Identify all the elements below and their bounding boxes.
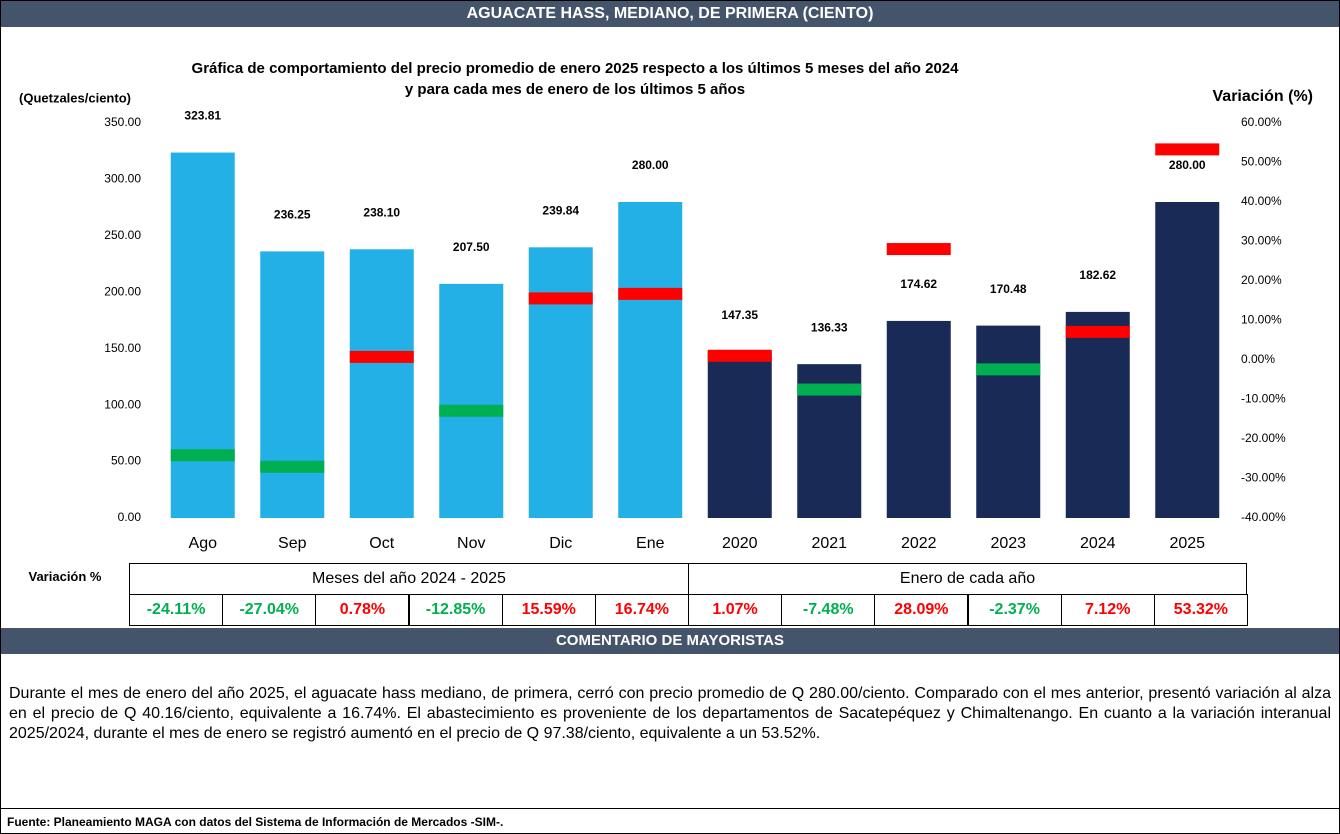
variation-marker [618, 287, 683, 300]
comments-text: Durante el mes de enero del año 2025, el… [9, 685, 1331, 742]
variation-cell: -2.37% [967, 594, 1062, 626]
y-tick-label: 100.00 [104, 397, 141, 411]
data-label: 238.10 [363, 205, 400, 219]
variation-cell: -27.04% [222, 594, 317, 626]
y2-tick-label: -10.00% [1241, 392, 1286, 406]
variation-cell: -12.85% [408, 594, 503, 626]
variation-cell: -24.11% [129, 594, 224, 626]
variation-cell: 28.09% [874, 594, 969, 626]
bar [1155, 202, 1220, 518]
comments-title: COMENTARIO DE MAYORISTAS [1, 628, 1339, 654]
data-label: 147.35 [721, 308, 758, 322]
chart-title: Gráfica de comportamiento del precio pro… [192, 60, 960, 77]
variation-marker [797, 383, 862, 396]
bar [528, 247, 593, 518]
y-tick-label: 50.00 [111, 454, 141, 468]
y2-tick-label: 30.00% [1241, 234, 1282, 248]
variation-cell: 53.32% [1153, 594, 1248, 626]
variation-marker [1155, 143, 1220, 156]
variation-marker [707, 349, 772, 362]
variation-cell: -7.48% [781, 594, 876, 626]
y2-tick-label: -20.00% [1241, 431, 1286, 445]
x-tick-label: 2020 [722, 535, 758, 552]
variation-cell: 7.12% [1060, 594, 1155, 626]
group-header: Enero de cada año [688, 563, 1247, 595]
y2-tick-label: 40.00% [1241, 194, 1282, 208]
bar [886, 320, 951, 518]
bar [976, 325, 1041, 518]
variation-cell: 1.07% [688, 594, 783, 626]
bar [439, 283, 504, 518]
y2-tick-label: -40.00% [1241, 510, 1286, 524]
y2-axis-label: Variación (%) [1213, 88, 1313, 105]
y2-tick-label: 60.00% [1241, 115, 1282, 129]
y-tick-label: 150.00 [104, 341, 141, 355]
y-tick-label: 300.00 [104, 172, 141, 186]
bar [349, 249, 414, 518]
row-label: Variación % [28, 569, 102, 584]
data-label: 236.25 [274, 208, 311, 222]
y2-tick-label: 10.00% [1241, 313, 1282, 327]
x-tick-label: Ene [636, 535, 665, 552]
x-tick-label: 2025 [1169, 535, 1205, 552]
variation-marker [886, 243, 951, 256]
bar [260, 251, 325, 518]
variation-marker [170, 449, 235, 462]
x-tick-label: Ago [189, 535, 218, 552]
y2-tick-label: 0.00% [1241, 352, 1275, 366]
x-tick-label: 2024 [1080, 535, 1116, 552]
chart: Gráfica de comportamiento del precio pro… [19, 60, 1313, 552]
data-label: 170.48 [990, 282, 1027, 296]
x-tick-label: Nov [457, 535, 485, 552]
data-label: 280.00 [1169, 158, 1206, 172]
data-label: 182.62 [1079, 268, 1116, 282]
variation-marker [1065, 325, 1130, 338]
y-tick-label: 350.00 [104, 115, 141, 129]
variation-marker [439, 404, 504, 417]
footer-source: Fuente: Planeamiento MAGA con datos del … [7, 815, 504, 829]
y2-tick-label: 50.00% [1241, 155, 1282, 169]
variation-marker [349, 350, 414, 363]
bar [707, 351, 772, 518]
data-label: 136.33 [811, 320, 848, 334]
variation-marker [976, 363, 1041, 376]
x-tick-label: 2023 [990, 535, 1026, 552]
x-tick-label: Sep [278, 535, 307, 552]
header-title: AGUACATE HASS, MEDIANO, DE PRIMERA (CIEN… [1, 1, 1339, 27]
group-header: Meses del año 2024 - 2025 [129, 563, 689, 595]
data-label: 207.50 [453, 240, 490, 254]
y-tick-label: 250.00 [104, 228, 141, 242]
x-tick-label: Oct [369, 535, 394, 552]
variation-marker [528, 292, 593, 305]
data-label: 239.84 [542, 203, 579, 217]
y2-tick-label: 20.00% [1241, 273, 1282, 287]
variation-cell: 16.74% [594, 594, 689, 626]
x-tick-label: 2021 [811, 535, 847, 552]
y-tick-label: 0.00 [118, 510, 142, 524]
data-label: 280.00 [632, 158, 669, 172]
variation-cell: 0.78% [315, 594, 410, 626]
variation-cell: 15.59% [501, 594, 596, 626]
bar [618, 202, 683, 518]
variation-marker [260, 460, 325, 473]
bar [170, 152, 235, 518]
chart-title: y para cada mes de enero de los últimos … [405, 81, 745, 98]
data-label: 323.81 [184, 109, 221, 123]
x-tick-label: Dic [549, 535, 572, 552]
y-tick-label: 200.00 [104, 284, 141, 298]
x-tick-label: 2022 [901, 535, 937, 552]
data-label: 174.62 [900, 277, 937, 291]
bar [1065, 311, 1130, 518]
y-axis-label: (Quetzales/ciento) [19, 90, 131, 105]
y2-tick-label: -30.00% [1241, 471, 1286, 485]
